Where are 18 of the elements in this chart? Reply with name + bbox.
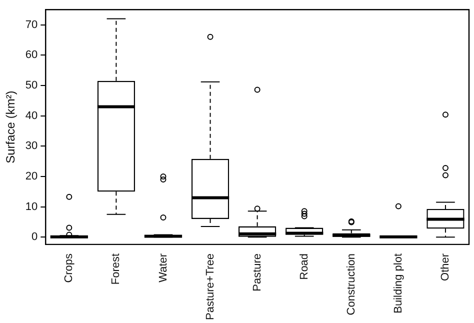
x-tick-label: Road bbox=[298, 253, 310, 280]
y-tick-label: 10 bbox=[25, 200, 38, 213]
y-axis-title: Surface (km²) bbox=[4, 90, 18, 164]
y-tick-label: 30 bbox=[25, 140, 38, 152]
y-tick-label: 70 bbox=[25, 18, 38, 31]
x-tick-label: Pasture bbox=[251, 253, 264, 292]
y-tick-label: 40 bbox=[25, 110, 38, 122]
y-tick-label: 0 bbox=[32, 231, 38, 244]
y-tick-label: 60 bbox=[25, 49, 38, 62]
x-tick-label: Pasture+Tree bbox=[204, 253, 216, 320]
y-tick-label: 50 bbox=[25, 79, 38, 92]
x-tick-label: Crops bbox=[63, 252, 76, 283]
x-tick-label: Building plot bbox=[392, 253, 404, 314]
y-tick-label: 20 bbox=[25, 170, 38, 183]
x-tick-label: Construction bbox=[345, 253, 358, 316]
x-tick-label: Other bbox=[440, 253, 452, 281]
x-tick-label: Forest bbox=[110, 253, 122, 285]
x-tick-label: Water bbox=[157, 253, 170, 282]
